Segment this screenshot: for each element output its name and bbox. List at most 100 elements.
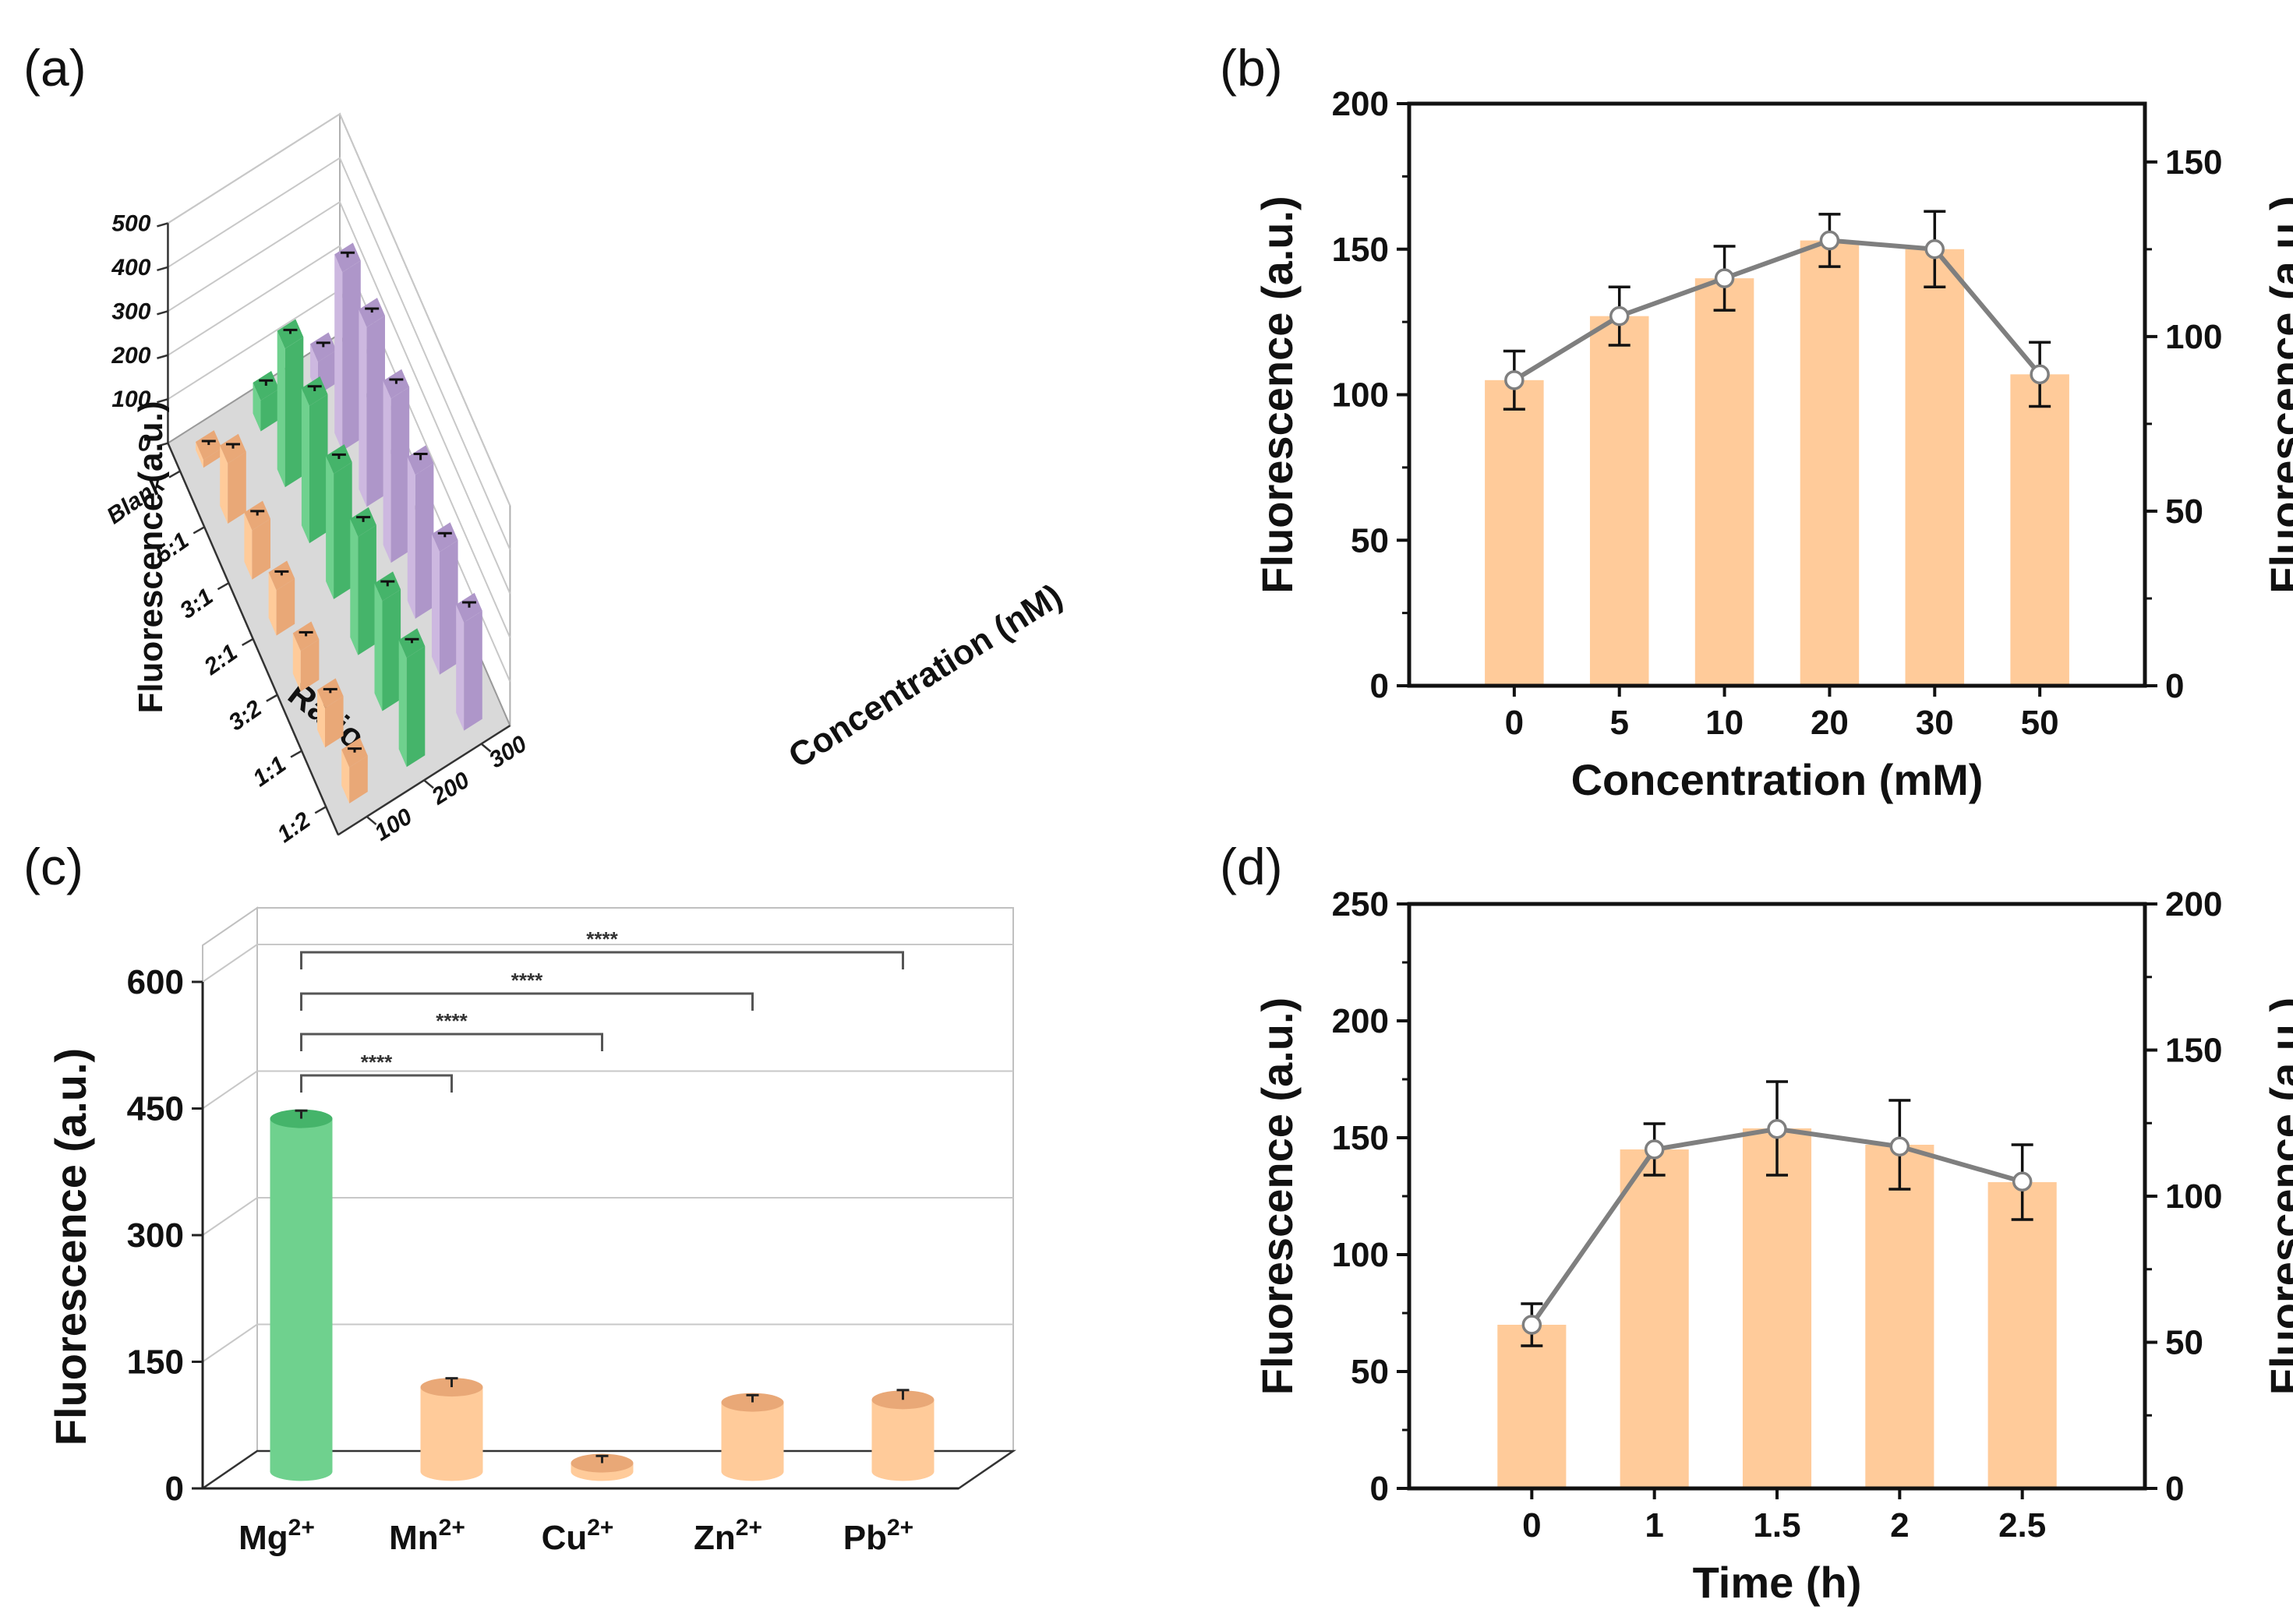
y-tick-label: 200 <box>1332 1002 1389 1040</box>
x-tick-label: 10 <box>1705 704 1744 742</box>
bar-face-front <box>398 640 407 768</box>
bar-face-side <box>252 518 270 580</box>
panel-label-a: (a) <box>23 39 87 97</box>
z-tick-label: 200 <box>111 343 150 369</box>
panel-label-c: (c) <box>23 838 83 895</box>
gridline <box>202 1323 1013 1363</box>
y-tick-label: 100 <box>1332 376 1389 415</box>
x-tick-label: 0 <box>1522 1506 1541 1545</box>
y-right-tick-label: 100 <box>2165 1177 2222 1216</box>
bar-3d <box>359 298 385 507</box>
bar-face-front <box>268 572 277 636</box>
ratio-tick <box>266 694 278 702</box>
line-point <box>2030 364 2050 385</box>
bar-face-side <box>342 260 361 451</box>
conc-tick <box>480 743 492 753</box>
bar-face-front <box>253 383 261 432</box>
ratio-tick-label: 3:1 <box>175 584 217 624</box>
z-tick-label: 400 <box>111 255 150 281</box>
significance-label: **** <box>586 927 618 951</box>
bar-cylinder <box>571 1453 634 1481</box>
bar-face-front <box>244 512 253 580</box>
line-point <box>2012 1171 2033 1192</box>
significance-bracket: **** <box>300 1009 603 1051</box>
x-tick-label: 1 <box>1645 1506 1663 1545</box>
significance-label: **** <box>361 1050 393 1074</box>
x-axis-label: Concentration (mM) <box>1571 755 1984 804</box>
bar-3d <box>398 628 426 768</box>
y-tick-label: 0 <box>165 1470 184 1508</box>
x-tick-label: 30 <box>1916 704 1954 742</box>
x-tick-label: 50 <box>2021 704 2059 742</box>
bar-face-side <box>440 540 458 675</box>
y-tick-label: 150 <box>1332 1119 1389 1157</box>
bar-face-top <box>350 507 376 537</box>
bar-face-top <box>326 444 352 474</box>
gridline <box>202 944 1013 983</box>
bar-cylinder <box>420 1377 483 1481</box>
bar-face-side <box>325 696 344 748</box>
bar-3d <box>220 433 246 524</box>
bar-face-top <box>196 430 222 460</box>
line-point <box>1609 305 1630 327</box>
y-axis-label: Fluorescence (a.u.) <box>46 1048 95 1446</box>
panel-b-chart: 0 50 100 150 200 0 50 100 150 0 5 10 20 30 50 Concentra… <box>1252 85 2293 804</box>
significance-bracket: **** <box>300 1050 453 1093</box>
ratio-tick-label: 1:1 <box>249 751 291 792</box>
y-tick-label: 600 <box>127 963 184 1001</box>
z-tick <box>157 222 168 228</box>
y-right-tick-label: 100 <box>2165 318 2222 356</box>
bar <box>1589 316 1649 686</box>
line-series <box>1513 238 2042 383</box>
bar-3d <box>301 376 328 544</box>
bar-3d <box>432 522 458 675</box>
line-point <box>1819 230 1840 251</box>
bar-3d <box>407 445 434 619</box>
y-tick-label: 150 <box>127 1343 184 1382</box>
wall-back <box>256 907 1014 1452</box>
bar-cylinder <box>270 1109 333 1481</box>
ratio-tick <box>168 470 181 478</box>
x-tick-label: Cu2+ <box>542 1515 614 1557</box>
y-axis-label: Fluorescence (a.u.) <box>1252 997 1302 1395</box>
z-tick <box>157 354 168 359</box>
bar-face-side <box>334 462 352 599</box>
ratio-tick-label: 3:2 <box>224 695 267 736</box>
significance-bracket: **** <box>300 927 904 969</box>
bar-face-front <box>317 690 325 748</box>
wall-gridline <box>167 157 511 550</box>
bar-face-side <box>390 387 410 563</box>
line-point <box>1504 370 1525 390</box>
y-tick-label: 100 <box>1332 1236 1389 1274</box>
bar-face-front <box>350 518 359 655</box>
bar-face-side <box>406 646 426 768</box>
bar-face-side <box>300 639 320 692</box>
x-tick-label: 1.5 <box>1753 1506 1800 1545</box>
panel-a-chart: 0 100 200 300 400 500 Fluorescence (a.u.) 1:2 1:… <box>102 112 1069 848</box>
bar-3d <box>341 737 368 803</box>
bar-face-side <box>415 463 434 619</box>
bar-face-top <box>341 737 368 768</box>
bar-face-side <box>366 316 385 507</box>
y-tick-label: 450 <box>127 1090 184 1128</box>
y-tick-label: 250 <box>1332 885 1389 923</box>
bar-face-front <box>341 749 350 803</box>
panel-d-chart: 0 50 100 150 200 250 0 50 100 150 200 0 1 1.5 2 2.5 Time… <box>1252 885 2293 1607</box>
z-tick-label: 500 <box>111 210 150 236</box>
y-tick-label: 150 <box>1332 231 1389 269</box>
bar-face-side <box>309 394 328 544</box>
wall-side <box>202 906 258 1490</box>
line-point <box>1714 268 1735 288</box>
bar-face-front <box>383 380 391 563</box>
y-tick-label: 0 <box>1370 667 1389 705</box>
line-point <box>1644 1139 1665 1160</box>
bracket-line <box>300 1033 603 1051</box>
bar-face-side <box>203 448 222 468</box>
y-right-tick-label: 150 <box>2165 143 2222 182</box>
significance-label: **** <box>436 1009 468 1033</box>
y-tick-label: 300 <box>127 1216 184 1255</box>
bar-face-front <box>407 457 415 619</box>
line-point <box>1889 1136 1910 1156</box>
ratio-tick <box>193 526 205 535</box>
bar-face-top <box>317 678 344 708</box>
